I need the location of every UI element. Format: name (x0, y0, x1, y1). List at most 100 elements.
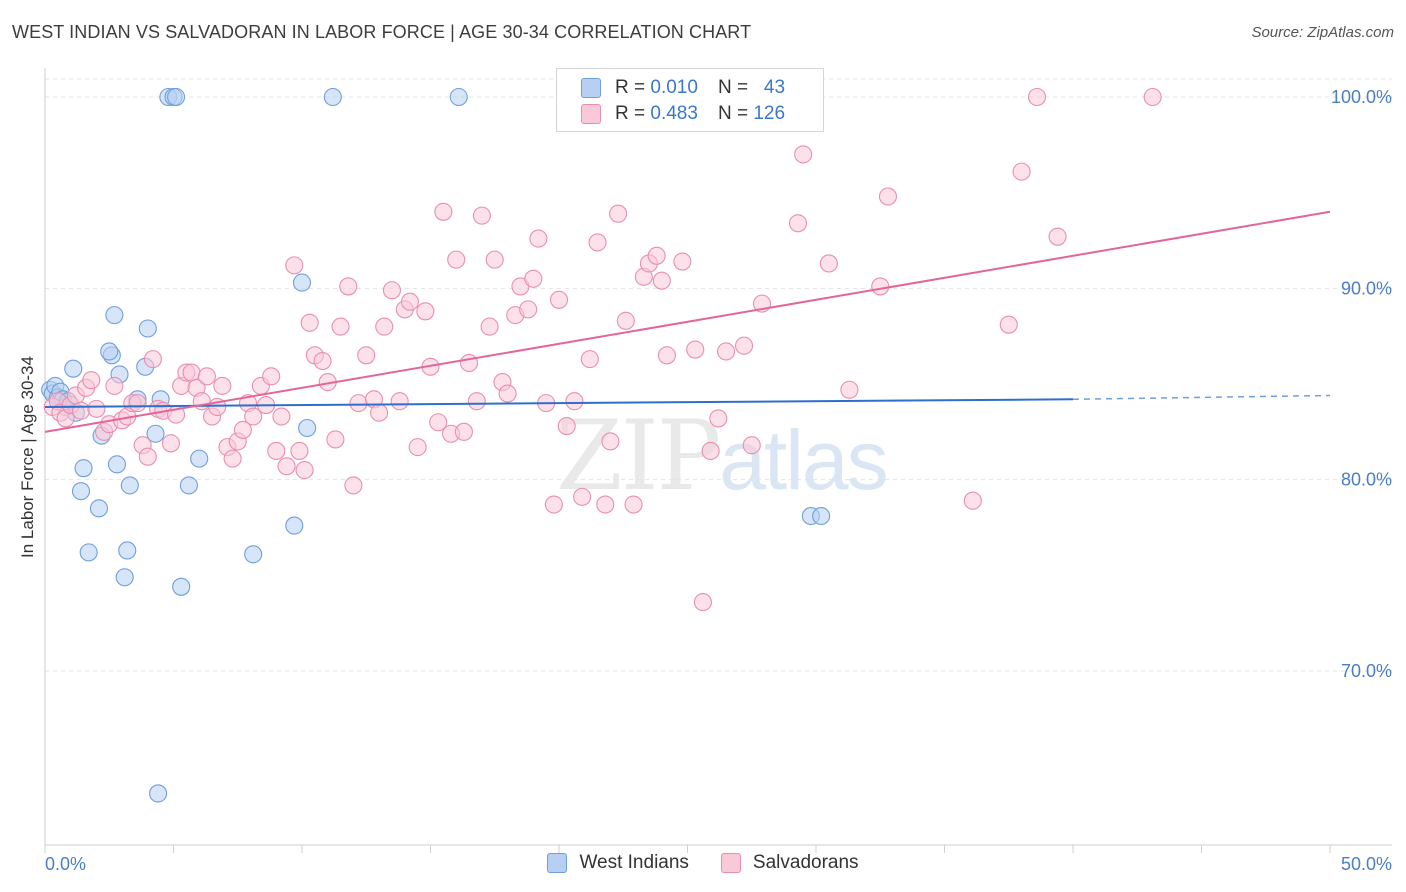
legend-r-value: 0.010 (650, 77, 698, 98)
data-point (544, 495, 563, 514)
data-point (416, 302, 435, 321)
data-point (580, 350, 599, 369)
data-point (290, 441, 309, 461)
data-point (400, 292, 419, 311)
y-tick-label: 90.0% (1341, 278, 1392, 298)
data-point (449, 87, 468, 107)
data-point (573, 487, 592, 506)
data-point (118, 541, 137, 560)
data-point (524, 269, 543, 288)
data-point (601, 432, 620, 451)
data-point (89, 499, 109, 518)
data-point (673, 252, 692, 271)
legend-swatch-salvadorans (720, 853, 741, 873)
y-tick-label: 100.0% (1331, 87, 1392, 107)
data-point (100, 342, 119, 361)
trend-line-west-indians-extension (1072, 394, 1331, 401)
data-point (285, 256, 304, 275)
data-point (429, 413, 448, 432)
data-point (115, 568, 134, 587)
legend-n-label: N = (717, 103, 749, 124)
data-point (686, 340, 705, 359)
data-point (370, 403, 389, 422)
x-tick-label: 50.0% (1341, 854, 1392, 874)
data-point (701, 441, 720, 461)
data-point (146, 424, 165, 443)
data-point (190, 449, 209, 468)
data-point (519, 300, 538, 319)
data-point (138, 319, 157, 338)
data-point (172, 577, 191, 596)
legend-n-label: N = (717, 77, 749, 98)
data-point (331, 317, 350, 336)
legend-n-value: 43 (763, 77, 786, 98)
data-point (357, 346, 376, 365)
chart-title: WEST INDIAN VS SALVADORAN IN LABOR FORCE… (12, 22, 752, 42)
data-point (267, 441, 286, 461)
data-point (326, 430, 345, 449)
gridlines (45, 78, 1392, 672)
data-point (999, 315, 1018, 334)
legend-r-label: R = (615, 103, 646, 124)
data-point (616, 311, 635, 330)
data-point (179, 476, 198, 495)
data-points (41, 87, 1162, 803)
data-point (71, 401, 91, 420)
data-point (82, 371, 101, 390)
data-point (734, 336, 754, 355)
data-point (624, 495, 643, 514)
data-point (1048, 227, 1067, 246)
legend-label-salvadorans: Salvadorans (752, 852, 859, 873)
axis-labels: 70.0% 80.0% 90.0% 100.0% 0.0% 50.0% In Labor F… (18, 87, 1392, 874)
data-point (657, 346, 676, 365)
data-point (812, 506, 831, 526)
data-point (840, 380, 859, 399)
watermark-atlas: atlas (719, 413, 888, 507)
data-point (382, 281, 402, 300)
data-point (105, 306, 124, 325)
data-point (182, 363, 201, 382)
data-point (128, 394, 147, 413)
data-point (197, 367, 216, 386)
data-point (213, 376, 232, 395)
data-point (408, 438, 427, 457)
legend-item-salvadorans: Salvadorans (720, 852, 859, 874)
data-point (272, 407, 291, 426)
data-point (375, 317, 394, 336)
data-point (709, 409, 728, 428)
data-point (300, 313, 319, 332)
data-point (87, 399, 106, 418)
data-point (71, 482, 91, 501)
data-point (143, 350, 162, 369)
data-point (529, 229, 548, 248)
data-point (588, 233, 607, 252)
data-point (74, 459, 93, 478)
data-point (244, 545, 263, 564)
data-point (295, 461, 314, 480)
axes (44, 68, 1392, 853)
trend-line-west-indians (44, 398, 1074, 408)
legend-n-value: 126 (753, 103, 786, 124)
series-legend: West Indians Salvadorans (0, 852, 1406, 874)
correlation-legend: R = 0.010 N = 43 R = 0.483 N = 126 (556, 68, 824, 132)
data-point (557, 417, 576, 436)
data-point (565, 392, 584, 411)
legend-swatch-west-indians (547, 853, 568, 873)
data-point (794, 145, 813, 164)
data-point (788, 214, 808, 233)
data-point (485, 250, 504, 269)
data-point (313, 351, 332, 371)
data-point (467, 392, 486, 411)
legend-swatch-west-indians (581, 78, 601, 98)
data-point (244, 407, 263, 426)
data-point (472, 206, 491, 225)
data-point (64, 359, 83, 378)
data-point (105, 376, 124, 395)
legend-row-salvadorans: R = 0.483 N = 126 (581, 102, 785, 126)
data-point (963, 491, 982, 510)
data-point (349, 394, 368, 413)
data-point (693, 593, 712, 612)
data-point (549, 290, 569, 309)
data-point (447, 250, 466, 269)
